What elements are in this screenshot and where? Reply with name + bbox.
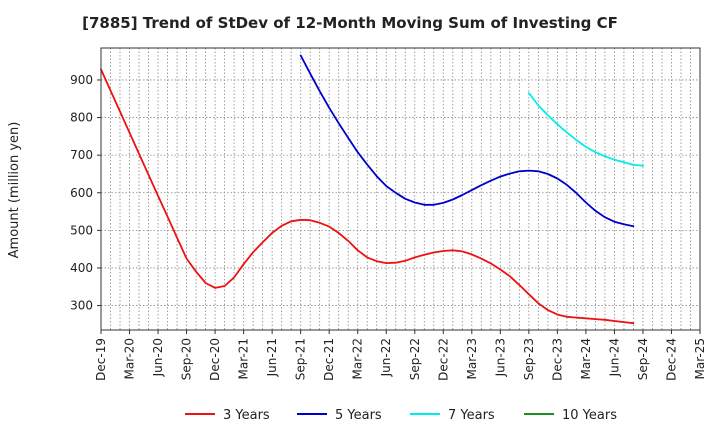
x-axis: Dec-19 Mar-20 Jun-20 Sep-20 Dec-20 Mar-21 Jun-… bbox=[94, 330, 707, 381]
y-tick-label: 300 bbox=[70, 299, 93, 313]
plot-area bbox=[100, 47, 701, 331]
series-line-7-years bbox=[528, 92, 644, 167]
y-axis-title: Amount (million yen) bbox=[7, 122, 22, 259]
x-tick-label: Mar-25 bbox=[693, 338, 707, 379]
legend: 3 Years 5 Years 7 Years 10 Years bbox=[185, 408, 617, 423]
x-tick-label: Dec-23 bbox=[550, 338, 564, 381]
x-tick-label: Jun-22 bbox=[379, 338, 393, 377]
legend-label-10-years: 10 Years bbox=[562, 408, 617, 423]
series-layer bbox=[100, 54, 644, 325]
legend-label-5-years: 5 Years bbox=[335, 408, 382, 423]
x-tick-label: Mar-24 bbox=[579, 338, 593, 379]
chart-title: [7885] Trend of StDev of 12-Month Moving… bbox=[82, 14, 618, 32]
x-tick-label: Dec-19 bbox=[94, 338, 108, 381]
plot-frame bbox=[100, 47, 701, 331]
y-tick-label: 800 bbox=[70, 111, 93, 125]
y-tick-label: 400 bbox=[70, 261, 93, 275]
series-line-3-years bbox=[100, 68, 635, 325]
x-tick-label: Jun-20 bbox=[151, 338, 165, 377]
legend-label-3-years: 3 Years bbox=[223, 408, 270, 423]
y-axis: 300 400 500 600 700 800 900 bbox=[70, 73, 101, 313]
x-tick-label: Mar-23 bbox=[465, 338, 479, 379]
x-tick-label: Sep-20 bbox=[180, 338, 194, 380]
grid bbox=[101, 48, 700, 330]
x-tick-label: Dec-21 bbox=[322, 338, 336, 381]
x-tick-label: Dec-22 bbox=[436, 338, 450, 381]
x-tick-label: Dec-24 bbox=[664, 338, 678, 381]
y-tick-label: 500 bbox=[70, 223, 93, 237]
x-tick-label: Sep-22 bbox=[408, 338, 422, 380]
x-tick-label: Dec-20 bbox=[208, 338, 222, 381]
x-tick-label: Sep-23 bbox=[522, 338, 536, 380]
x-tick-label: Jun-21 bbox=[265, 338, 279, 377]
y-tick-label: 600 bbox=[70, 186, 93, 200]
y-tick-label: 700 bbox=[70, 148, 93, 162]
x-tick-label: Mar-20 bbox=[123, 338, 137, 379]
x-tick-label: Jun-24 bbox=[607, 338, 621, 377]
series-line-5-years bbox=[299, 54, 635, 228]
x-tick-label: Mar-22 bbox=[351, 338, 365, 379]
x-tick-label: Sep-21 bbox=[294, 338, 308, 380]
x-tick-label: Mar-21 bbox=[237, 338, 251, 379]
y-tick-label: 900 bbox=[70, 73, 93, 87]
x-tick-label: Sep-24 bbox=[636, 338, 650, 380]
plot-background bbox=[101, 48, 700, 330]
legend-label-7-years: 7 Years bbox=[448, 408, 495, 423]
x-tick-label: Jun-23 bbox=[493, 338, 507, 377]
